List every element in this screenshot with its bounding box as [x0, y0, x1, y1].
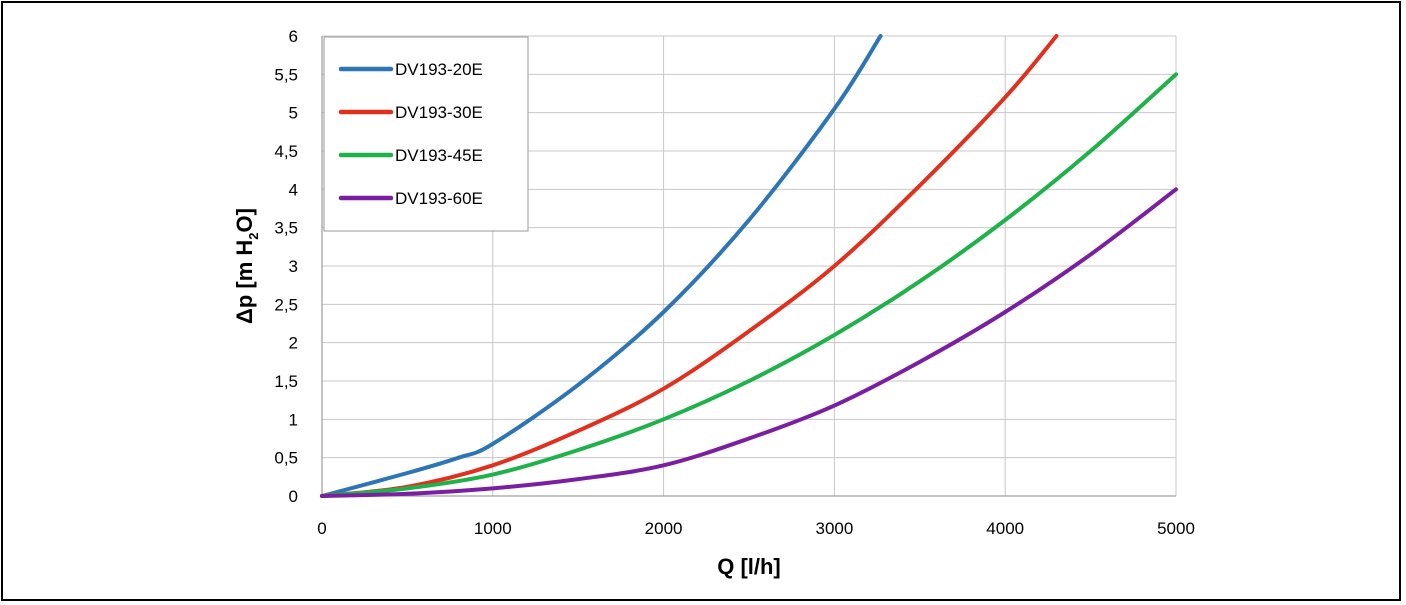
legend-label: DV193-60E [395, 189, 483, 208]
y-axis-title: Δp [m H2O] [232, 208, 261, 324]
legend-label: DV193-45E [395, 146, 483, 165]
series-line-dv193-45e [320, 72, 1178, 498]
y-axis-title-prefix: Δp [m H [232, 240, 257, 324]
y-tick-label: 3 [289, 257, 298, 276]
x-tick-label: 5000 [1157, 519, 1195, 538]
y-axis-ticks: 0 0,5 1 1,5 2 2,5 3 3,5 4 4,5 5 5,5 6 [274, 27, 298, 506]
y-tick-label: 6 [289, 27, 298, 46]
x-axis-ticks: 0 1000 2000 3000 4000 5000 [317, 519, 1195, 538]
y-tick-label: 4 [289, 180, 298, 199]
y-tick-label: 5,5 [274, 65, 298, 84]
series-line-dv193-30e [320, 34, 1059, 498]
x-tick-label: 1000 [474, 519, 512, 538]
y-axis-title-suffix: O] [232, 208, 257, 232]
y-tick-label: 3,5 [274, 219, 298, 238]
x-tick-label: 3000 [815, 519, 853, 538]
x-axis-title: Q [l/h] [717, 554, 781, 579]
y-tick-label: 4,5 [274, 142, 298, 161]
y-tick-label: 0 [289, 487, 298, 506]
legend-label: DV193-20E [395, 60, 483, 79]
y-tick-label: 2,5 [274, 295, 298, 314]
y-tick-label: 2 [289, 334, 298, 353]
y-tick-label: 5 [289, 104, 298, 123]
series-line-dv193-60e [320, 187, 1178, 498]
legend-label: DV193-30E [395, 103, 483, 122]
y-tick-label: 1 [289, 410, 298, 429]
series-line-dv193-20e [320, 34, 883, 498]
legend: DV193-20E DV193-30E DV193-45E DV193-60E [323, 36, 529, 232]
x-tick-label: 2000 [645, 519, 683, 538]
x-tick-label: 0 [317, 519, 326, 538]
y-tick-label: 1,5 [274, 372, 298, 391]
x-tick-label: 4000 [986, 519, 1024, 538]
y-tick-label: 0,5 [274, 449, 298, 468]
series-lines [320, 34, 1178, 498]
y-axis-title-subscript: 2 [246, 232, 261, 239]
